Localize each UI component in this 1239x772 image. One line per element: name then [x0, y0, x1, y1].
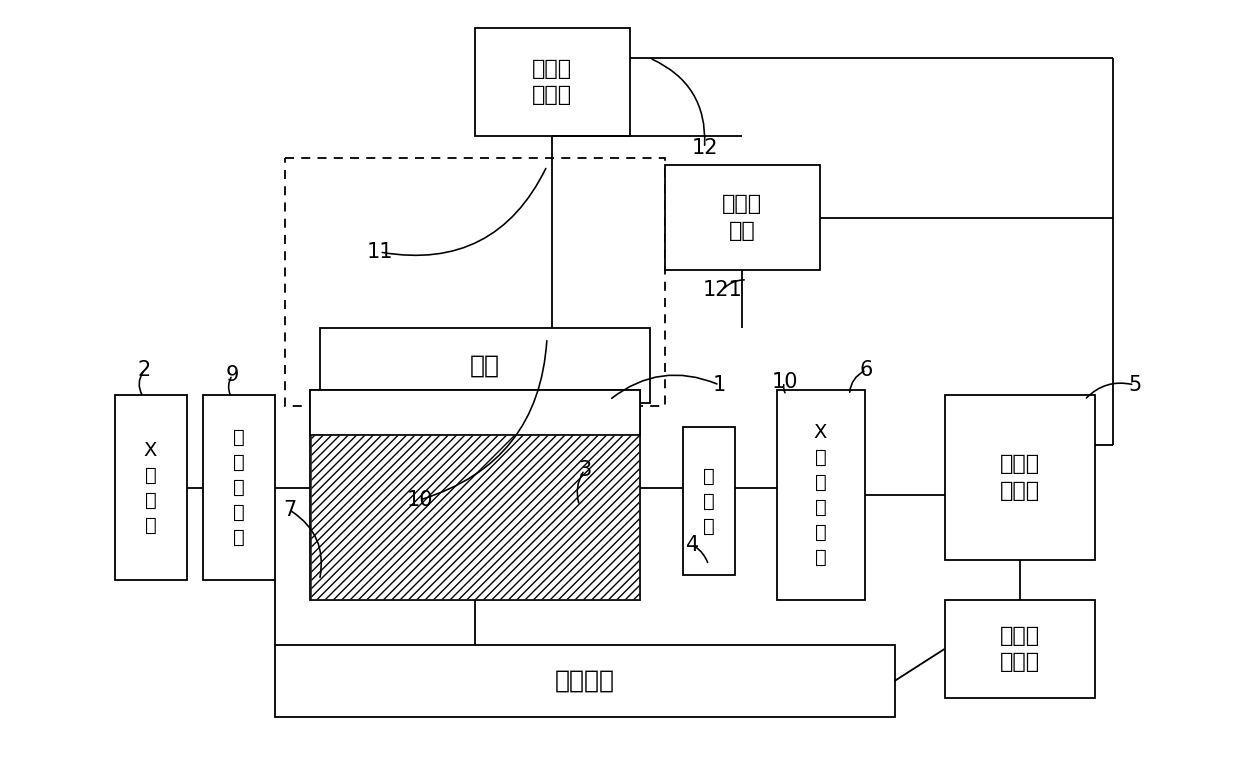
- Bar: [320, 328, 649, 403]
- Text: 动力提
供装置: 动力提 供装置: [1000, 626, 1040, 672]
- Text: 5: 5: [1127, 375, 1141, 395]
- Text: 转动平台: 转动平台: [555, 669, 615, 693]
- Text: 动力提
供装置: 动力提 供装置: [532, 59, 572, 105]
- Bar: [285, 158, 664, 406]
- Bar: [683, 427, 735, 575]
- Bar: [275, 645, 895, 717]
- Text: 3: 3: [577, 460, 591, 480]
- Text: 6: 6: [860, 360, 873, 380]
- Text: 位移传
感器: 位移传 感器: [722, 195, 762, 241]
- Text: 4: 4: [686, 535, 699, 555]
- Text: 10: 10: [771, 372, 798, 392]
- Text: 10: 10: [406, 490, 432, 510]
- Text: 11: 11: [367, 242, 393, 262]
- Text: X
射
线
探
测
器: X 射 线 探 测 器: [814, 423, 828, 567]
- Text: X
射
线
源: X 射 线 源: [144, 441, 157, 534]
- Bar: [475, 28, 629, 136]
- Bar: [664, 165, 819, 270]
- Text: 12: 12: [691, 138, 717, 158]
- Text: 9: 9: [225, 365, 239, 385]
- Text: 压头: 压头: [470, 354, 499, 378]
- Text: 射
线
准
直
器: 射 线 准 直 器: [233, 428, 244, 547]
- Text: 121: 121: [703, 280, 742, 300]
- Bar: [202, 395, 275, 580]
- Bar: [310, 390, 639, 435]
- Bar: [944, 395, 1094, 560]
- Text: 2: 2: [138, 360, 151, 380]
- Bar: [311, 435, 638, 599]
- Text: 屏
蔽
板: 屏 蔽 板: [703, 466, 715, 536]
- Text: 7: 7: [282, 500, 296, 520]
- Bar: [944, 600, 1094, 698]
- Text: 1: 1: [712, 375, 726, 395]
- Bar: [310, 390, 639, 600]
- Text: 数据处
理单元: 数据处 理单元: [1000, 454, 1040, 501]
- Bar: [114, 395, 187, 580]
- Bar: [777, 390, 865, 600]
